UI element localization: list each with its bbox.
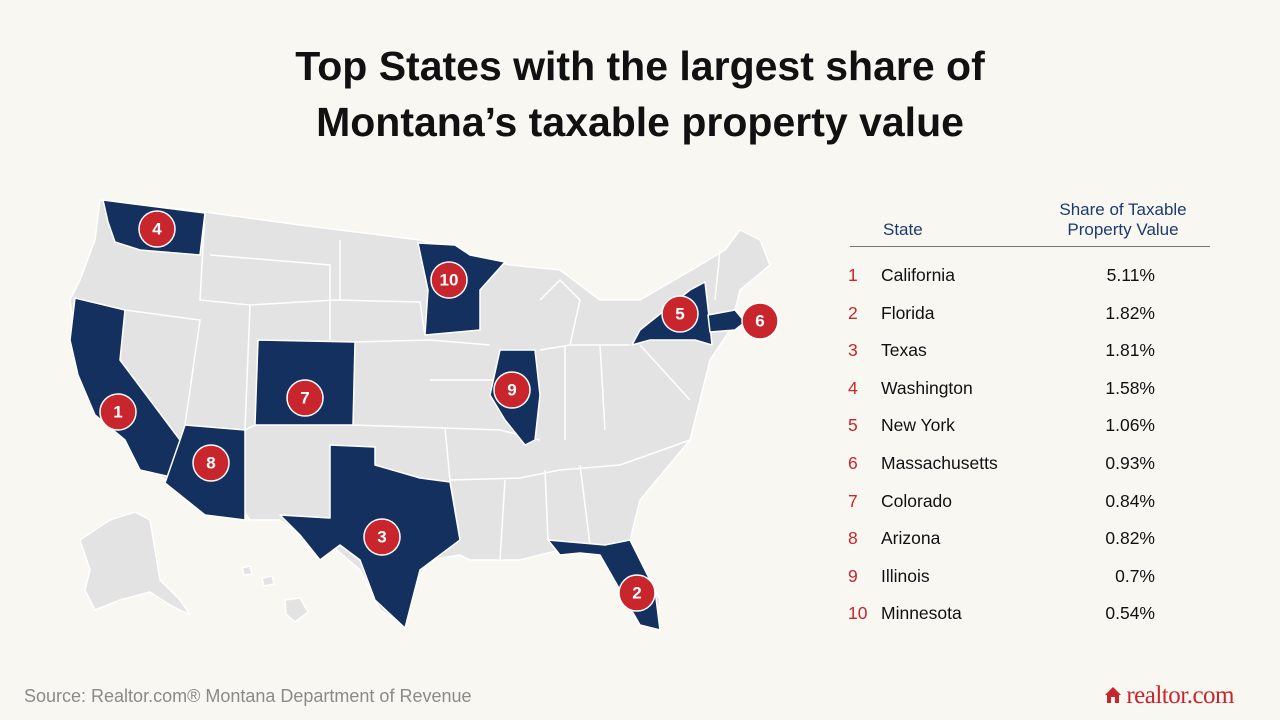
title: Top States with the largest share of Mon… — [0, 38, 1280, 150]
share-value: 1.58% — [1105, 377, 1155, 398]
map-marker-label: 4 — [152, 219, 162, 238]
map-marker-label: 2 — [632, 583, 641, 602]
rank: 8 — [848, 528, 858, 549]
map-marker — [192, 444, 230, 482]
table-row: 4 Washington 1.58% — [848, 378, 1210, 408]
map-marker-label: 9 — [507, 380, 516, 399]
map-marker — [363, 518, 401, 556]
share-value: 1.06% — [1105, 415, 1155, 436]
share-value: 5.11% — [1106, 265, 1155, 285]
rank: 6 — [848, 453, 858, 473]
map-marker — [99, 393, 137, 431]
state-name: Texas — [881, 340, 927, 361]
hawaii — [241, 565, 253, 576]
share-value: 0.82% — [1105, 528, 1155, 549]
title-line: Top States with the largest share of — [295, 43, 985, 89]
map-marker — [661, 295, 699, 333]
table-row: 10 Minnesota 0.54% — [848, 603, 1210, 633]
map-marker-label: 1 — [113, 402, 122, 421]
state-name: Arizona — [881, 528, 941, 549]
rank: 10 — [848, 603, 868, 624]
title-line: Montana’s taxable property value — [316, 99, 964, 145]
state-name: Massachusetts — [881, 453, 998, 473]
column-header: State — [883, 220, 923, 239]
map-marker-label: 6 — [755, 311, 764, 330]
state-name: California — [881, 265, 955, 285]
rank: 2 — [848, 302, 858, 323]
table-row: 1 California 5.11% — [848, 265, 1210, 295]
state-name: Florida — [881, 302, 935, 323]
map-marker — [286, 379, 324, 417]
source: Source: Realtor.com® Montana Department … — [24, 686, 472, 706]
map-marker — [430, 261, 468, 299]
state-name: Minnesota — [881, 603, 962, 624]
state-borders — [124, 211, 721, 561]
state-name: New York — [881, 415, 955, 436]
rank: 1 — [848, 265, 858, 285]
map-marker-label: 8 — [206, 453, 215, 472]
map-marker-label: 10 — [440, 270, 459, 289]
table-row: 6 Massachusetts 0.93% — [848, 453, 1210, 483]
table-row: 5 New York 1.06% — [848, 415, 1210, 445]
logo: realtor.com — [1103, 682, 1234, 710]
rank: 5 — [848, 415, 858, 436]
logo-text: realtor.com — [1126, 682, 1234, 709]
state-name: Illinois — [881, 565, 930, 586]
share-value: 1.82% — [1105, 302, 1155, 323]
state-name: Colorado — [881, 490, 953, 511]
share-value: 1.81% — [1105, 340, 1155, 361]
map-marker-label: 3 — [377, 527, 386, 546]
map-marker — [138, 210, 176, 248]
hawaii — [284, 597, 309, 623]
header-rule — [850, 246, 1210, 247]
map-marker — [741, 302, 779, 340]
table-row: 2 Florida 1.82% — [848, 303, 1210, 333]
map-marker — [618, 574, 656, 612]
rank: 7 — [848, 490, 858, 511]
map-marker-label: 5 — [675, 304, 684, 323]
share-value: 0.54% — [1105, 603, 1155, 624]
column-header: Share of Taxable Property Value — [1059, 200, 1187, 239]
share-value: 0.84% — [1105, 490, 1155, 511]
us-map: 1 2 3 4 5 6 7 8 9 10 — [69, 199, 779, 631]
share-value: 0.7% — [1115, 565, 1155, 586]
rank: 3 — [848, 340, 858, 361]
state-massachusetts — [707, 309, 746, 333]
map-marker-label: 7 — [300, 388, 309, 407]
rank: 9 — [848, 565, 858, 586]
table-row: 3 Texas 1.81% — [848, 340, 1210, 370]
rank: 4 — [848, 377, 858, 398]
map-marker — [493, 371, 531, 409]
hawaii — [261, 575, 275, 587]
state-california — [69, 297, 181, 479]
alaska — [79, 511, 191, 616]
share-value: 0.93% — [1105, 453, 1155, 473]
table-row: 8 Arizona 0.82% — [848, 528, 1210, 558]
table-row: 9 Illinois 0.7% — [848, 566, 1210, 596]
state-name: Washington — [881, 377, 973, 398]
logo-icon — [1105, 687, 1122, 703]
table-row: 7 Colorado 0.84% — [848, 491, 1210, 521]
